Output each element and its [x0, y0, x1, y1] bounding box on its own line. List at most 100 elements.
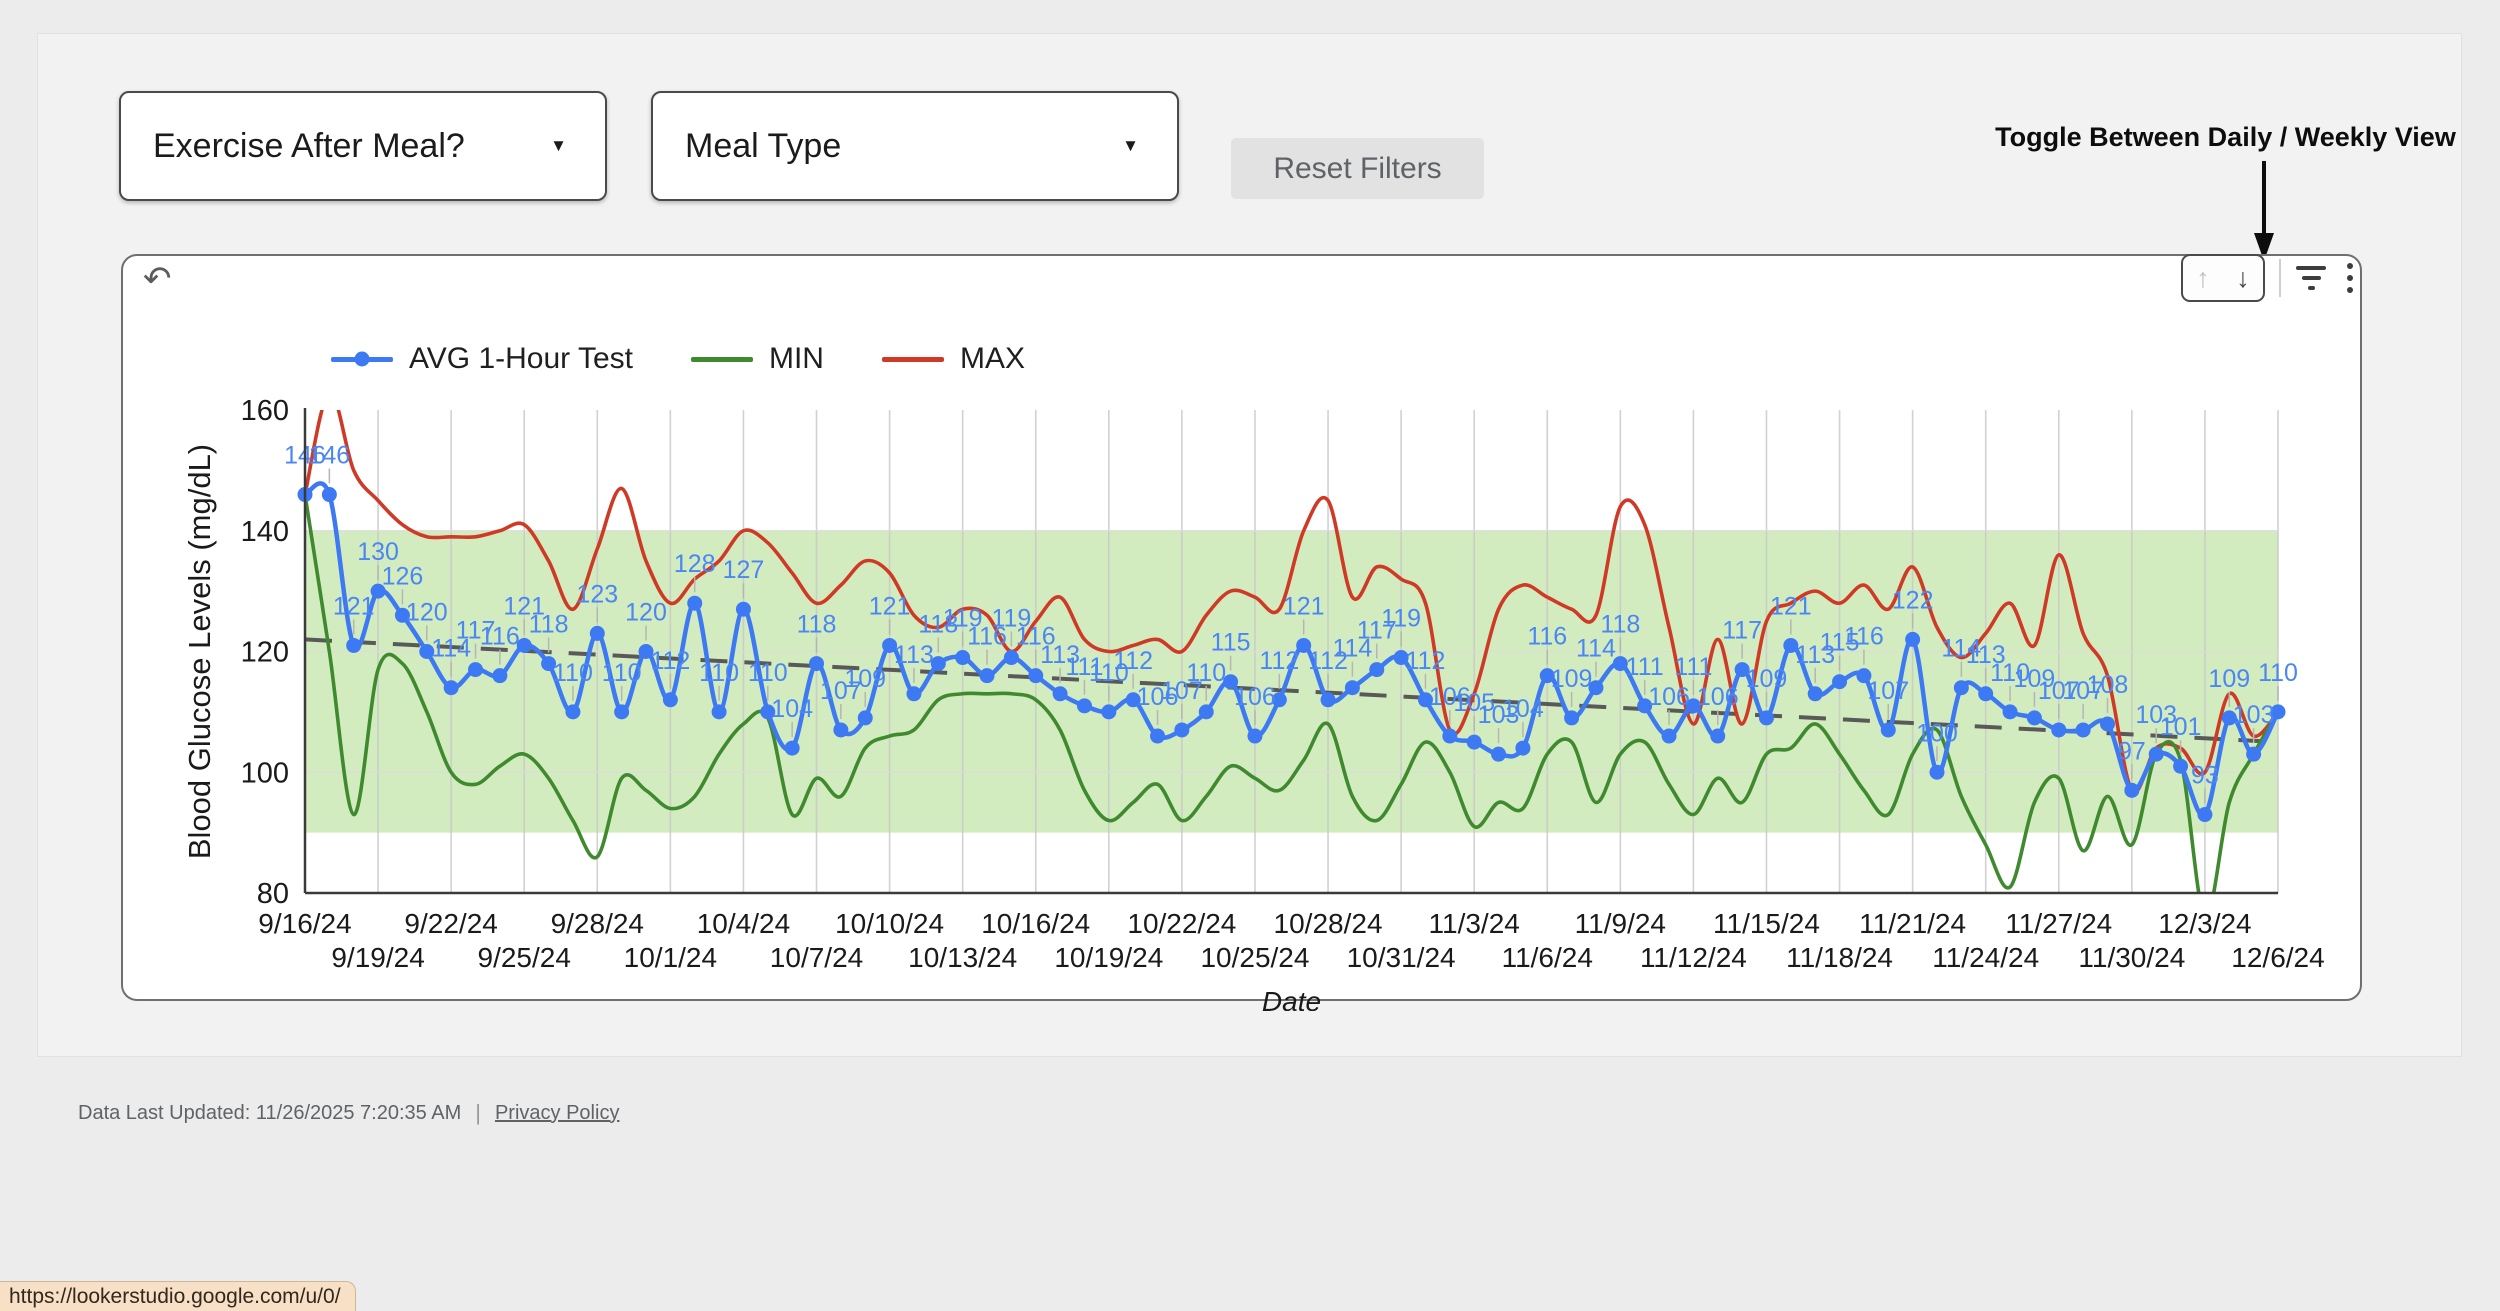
avg-point[interactable] [662, 692, 678, 708]
avg-point[interactable] [1150, 728, 1166, 744]
avg-point[interactable] [1661, 728, 1677, 744]
meal-type-dropdown[interactable]: Meal Type ▼ [651, 91, 1179, 201]
drill-up-icon[interactable]: ↑ [2196, 262, 2210, 293]
avg-point[interactable] [346, 637, 362, 653]
avg-point[interactable] [443, 680, 459, 696]
avg-point[interactable] [930, 656, 946, 672]
avg-point[interactable] [687, 595, 703, 611]
avg-point[interactable] [1442, 728, 1458, 744]
reset-filters-button[interactable]: Reset Filters [1231, 138, 1484, 199]
avg-point[interactable] [516, 637, 532, 653]
avg-point[interactable] [2173, 758, 2189, 774]
chart-plot-area[interactable]: 146 146 121 130 126 120 114 117 116 121 118 110 123 1… [180, 395, 2360, 1017]
avg-point[interactable] [1783, 637, 1799, 653]
avg-point[interactable] [1978, 686, 1994, 702]
avg-point[interactable] [1247, 728, 1263, 744]
avg-point[interactable] [321, 487, 337, 503]
avg-point[interactable] [1466, 734, 1482, 750]
avg-point[interactable] [979, 668, 995, 684]
blood-glucose-chart-card[interactable]: ↶ ↑ ↓ AVG 1-Hour Test MIN MAX [121, 254, 2362, 1017]
avg-point[interactable] [1028, 668, 1044, 684]
avg-point[interactable] [638, 644, 654, 659]
avg-point[interactable] [857, 710, 873, 726]
avg-point[interactable] [2099, 716, 2115, 732]
filter-icon[interactable] [2295, 263, 2327, 293]
avg-point[interactable] [1320, 692, 1336, 708]
legend-item-min[interactable]: MIN [690, 342, 824, 376]
avg-point[interactable] [711, 704, 727, 720]
avg-point[interactable] [1929, 764, 1945, 780]
legend-item-avg[interactable]: AVG 1-Hour Test [331, 342, 633, 376]
legend-item-max[interactable]: MAX [881, 342, 1025, 376]
avg-point[interactable] [2026, 710, 2042, 726]
avg-point[interactable] [468, 662, 484, 678]
avg-point[interactable] [1174, 722, 1190, 738]
avg-point[interactable] [2197, 807, 2213, 823]
avg-point[interactable] [394, 607, 410, 623]
avg-point[interactable] [1953, 680, 1969, 696]
avg-point[interactable] [833, 722, 849, 738]
avg-point[interactable] [1539, 668, 1555, 684]
avg-point[interactable] [906, 686, 922, 702]
drill-down-icon[interactable]: ↓ [2236, 262, 2250, 293]
avg-point[interactable] [1758, 710, 1774, 726]
avg-point[interactable] [1734, 662, 1750, 678]
avg-point[interactable] [565, 704, 581, 720]
avg-point[interactable] [735, 601, 751, 617]
avg-point[interactable] [1393, 650, 1409, 666]
y-tick-label: 140 [241, 516, 289, 548]
avg-point[interactable] [1807, 686, 1823, 702]
avg-point[interactable] [1515, 740, 1531, 756]
avg-point[interactable] [1417, 692, 1433, 708]
avg-point[interactable] [1832, 674, 1848, 690]
avg-point[interactable] [419, 644, 435, 659]
avg-point[interactable] [809, 656, 825, 672]
avg-point[interactable] [2124, 782, 2140, 798]
avg-point[interactable] [589, 625, 605, 641]
avg-point[interactable] [1637, 698, 1653, 714]
avg-point[interactable] [2246, 746, 2262, 762]
avg-point[interactable] [1491, 746, 1507, 762]
avg-point[interactable] [492, 668, 508, 684]
avg-point[interactable] [1905, 631, 1921, 647]
avg-point[interactable] [1223, 674, 1239, 690]
avg-point[interactable] [1856, 668, 1872, 684]
exercise-after-meal-dropdown[interactable]: Exercise After Meal? ▼ [119, 91, 607, 201]
avg-point[interactable] [1198, 704, 1214, 720]
avg-point[interactable] [1076, 698, 1092, 714]
avg-point[interactable] [2002, 704, 2018, 720]
avg-point[interactable] [1271, 692, 1287, 708]
avg-point[interactable] [541, 656, 557, 672]
avg-point[interactable] [2221, 710, 2237, 726]
avg-point[interactable] [1296, 637, 1312, 653]
avg-point[interactable] [1344, 680, 1360, 696]
daily-weekly-toggle[interactable]: ↑ ↓ [2181, 254, 2265, 302]
avg-point[interactable] [1125, 692, 1141, 708]
avg-point[interactable] [955, 650, 971, 666]
avg-point[interactable] [1588, 680, 1604, 696]
avg-point[interactable] [1369, 662, 1385, 678]
avg-point[interactable] [1710, 728, 1726, 744]
avg-point[interactable] [2075, 722, 2091, 738]
avg-point[interactable] [2270, 704, 2286, 720]
privacy-policy-link[interactable]: Privacy Policy [494, 1101, 620, 1124]
avg-point[interactable] [882, 637, 898, 653]
chart-svg[interactable]: 1461461211301261201141171161211181101231… [180, 395, 2360, 1017]
avg-point[interactable] [1612, 656, 1628, 672]
avg-point[interactable] [1003, 650, 1019, 666]
avg-point[interactable] [1685, 698, 1701, 714]
x-tick-label: 10/31/24 [1347, 942, 1456, 973]
avg-point[interactable] [760, 704, 776, 720]
avg-point[interactable] [2051, 722, 2067, 738]
undo-icon[interactable]: ↶ [143, 260, 172, 298]
avg-point[interactable] [614, 704, 630, 720]
avg-point[interactable] [1101, 704, 1117, 720]
avg-point[interactable] [1880, 722, 1896, 738]
avg-point[interactable] [370, 583, 386, 599]
avg-point[interactable] [1564, 710, 1580, 726]
avg-point[interactable] [784, 740, 800, 756]
more-options-icon[interactable] [2347, 260, 2353, 296]
avg-point[interactable] [1052, 686, 1068, 702]
data-label: 127 [723, 556, 765, 584]
avg-point[interactable] [2148, 746, 2164, 762]
